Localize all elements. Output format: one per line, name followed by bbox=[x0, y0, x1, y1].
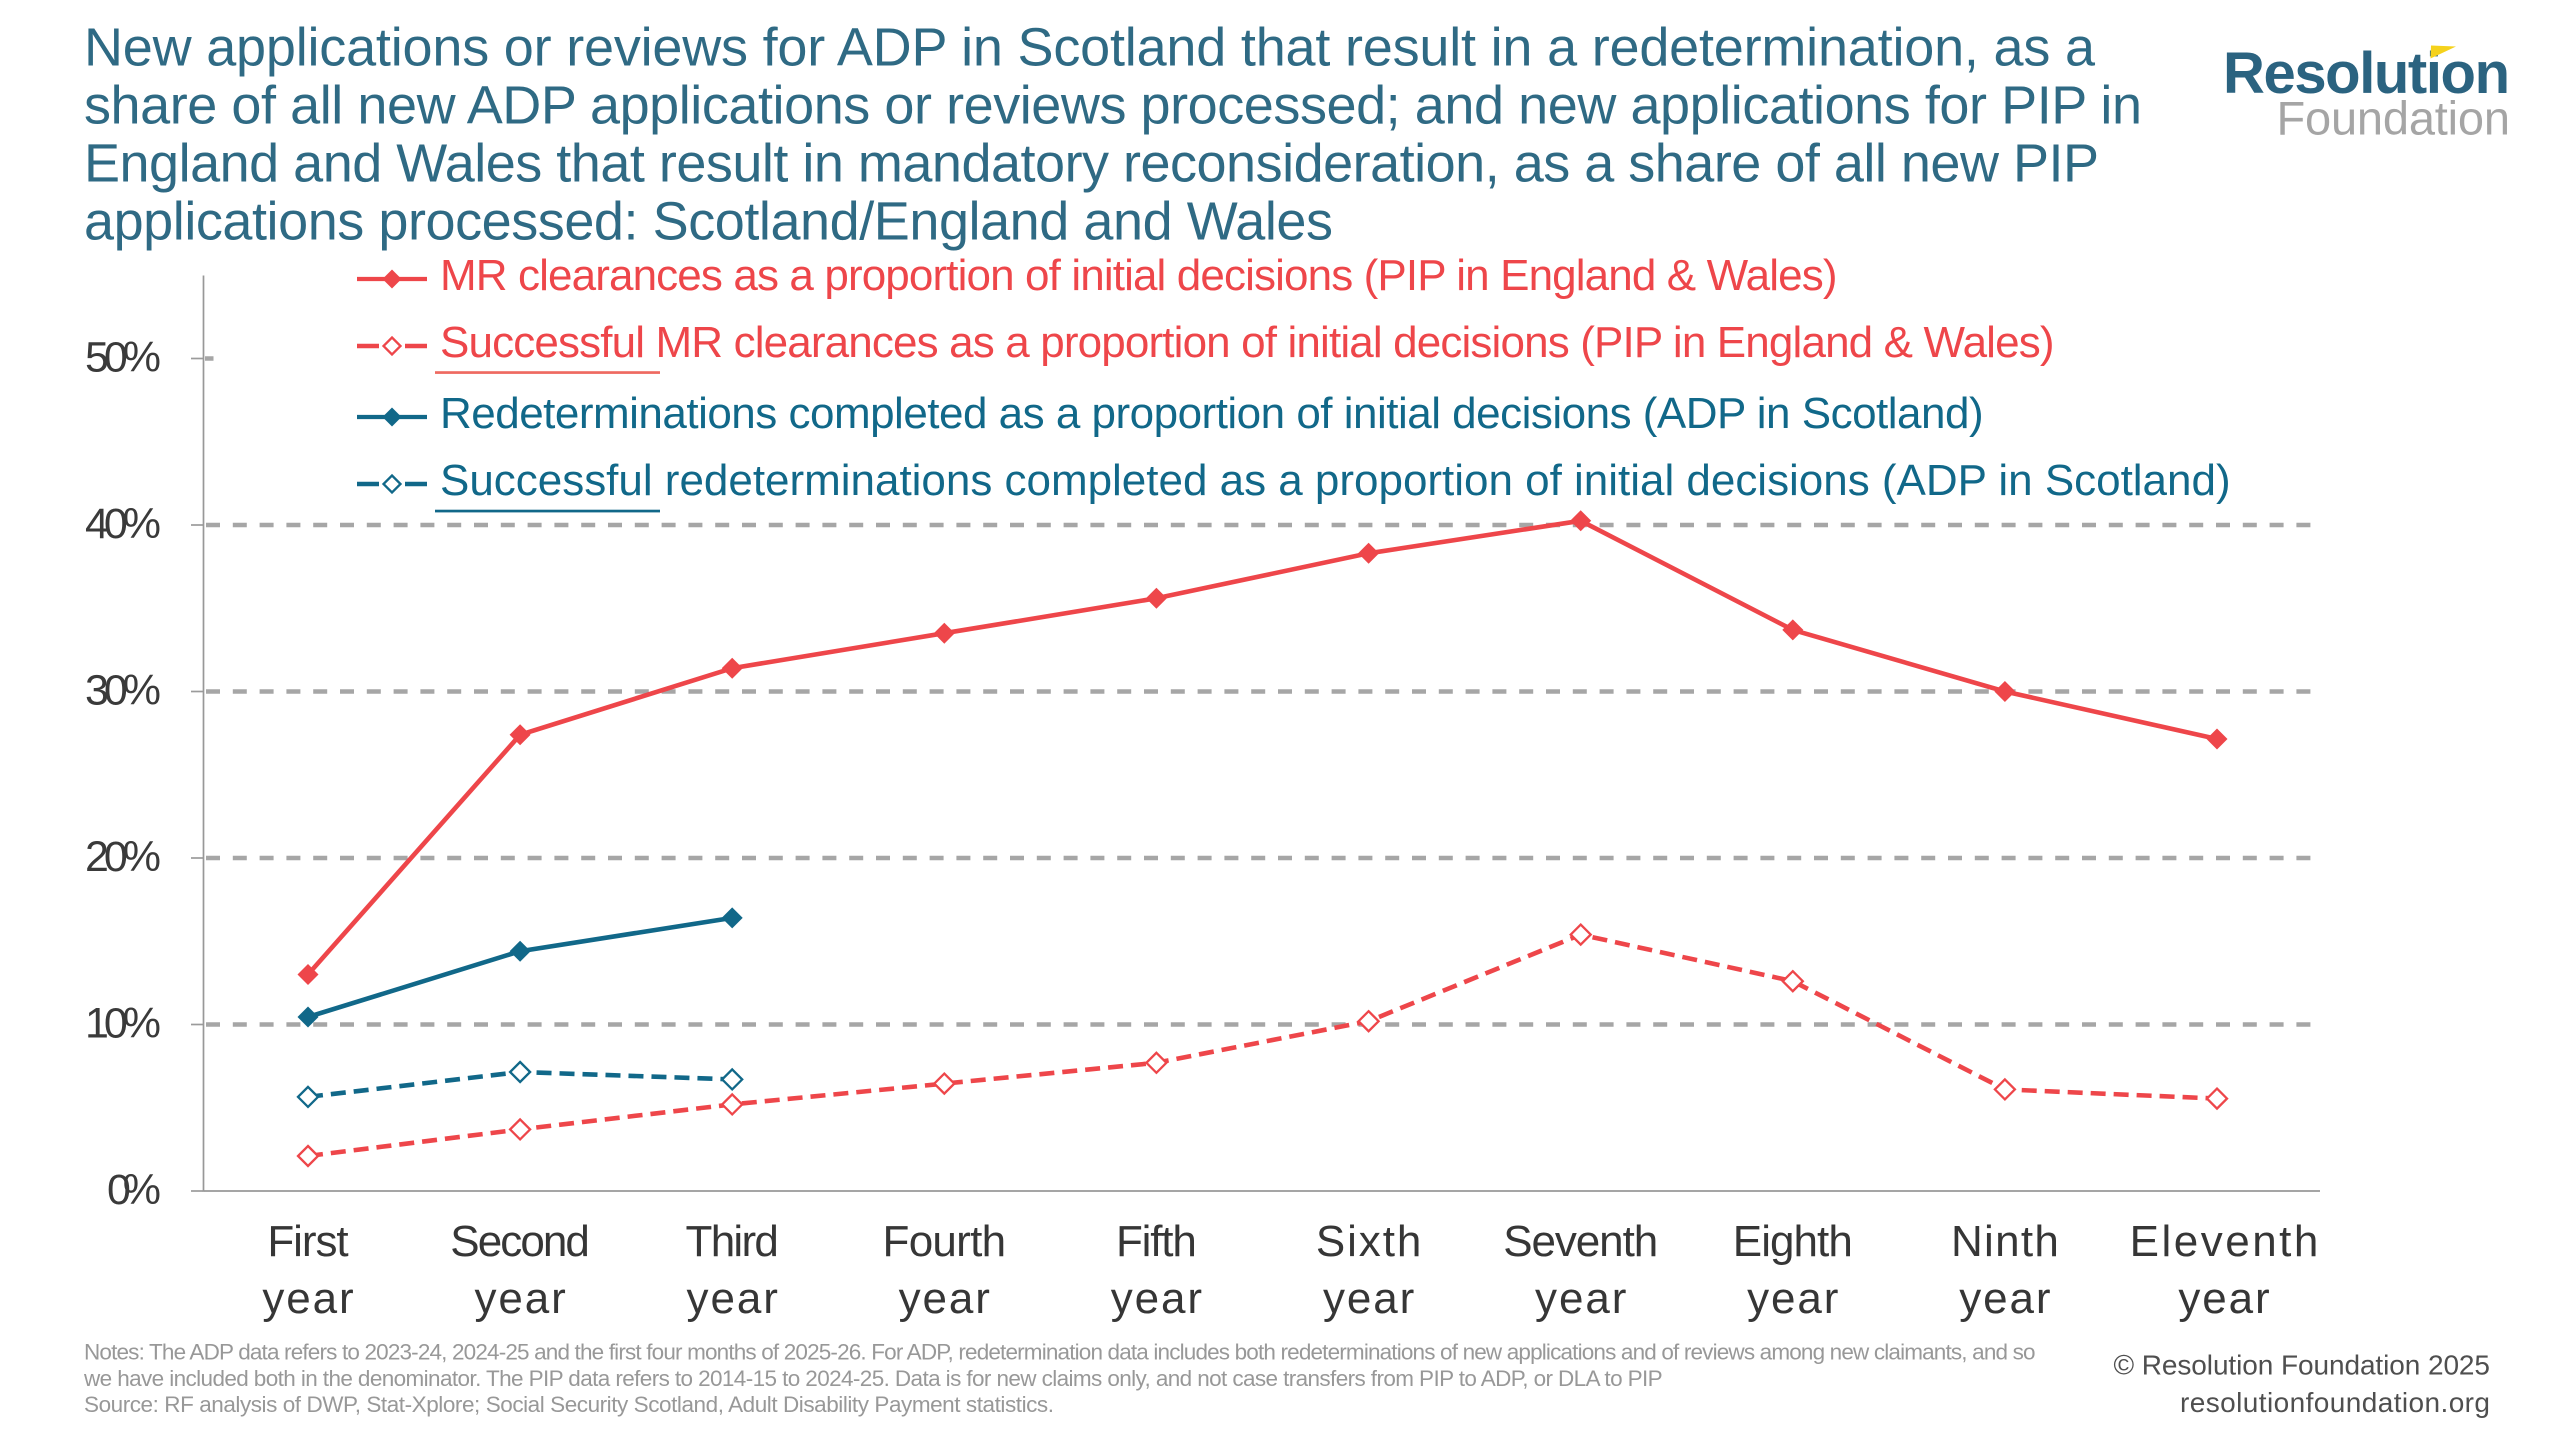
svg-text:we have included both in the d: we have included both in the denominator… bbox=[83, 1366, 1663, 1391]
svg-text:Fifth: Fifth bbox=[1116, 1217, 1197, 1266]
svg-text:Source: RF analysis of DWP, St: Source: RF analysis of DWP, Stat-Xplore;… bbox=[84, 1392, 1054, 1417]
svg-text:40%: 40% bbox=[85, 500, 161, 548]
svg-text:First: First bbox=[267, 1217, 348, 1266]
svg-text:year: year bbox=[1959, 1274, 2050, 1323]
svg-text:Successful redeterminations co: Successful redeterminations completed as… bbox=[440, 456, 2231, 505]
svg-text:share of all new ADP applicati: share of all new ADP applications or rev… bbox=[84, 76, 2142, 136]
svg-text:year: year bbox=[474, 1274, 565, 1323]
svg-text:Redeterminations completed as: Redeterminations completed as a proporti… bbox=[440, 389, 1984, 438]
svg-text:50%: 50% bbox=[85, 334, 161, 382]
svg-text:year: year bbox=[899, 1274, 990, 1323]
svg-text:England and Wales that result: England and Wales that result in mandato… bbox=[84, 134, 2099, 194]
svg-text:Successful MR clearances as a: Successful MR clearances as a proportion… bbox=[440, 318, 2055, 367]
svg-text:MR clearances as a proportion: MR clearances as a proportion of initial… bbox=[440, 251, 1838, 300]
svg-text:30%: 30% bbox=[85, 667, 161, 715]
svg-text:Sixth: Sixth bbox=[1316, 1217, 1421, 1266]
svg-text:Eighth: Eighth bbox=[1733, 1217, 1853, 1266]
svg-text:year: year bbox=[2178, 1274, 2269, 1323]
svg-text:year: year bbox=[1535, 1274, 1626, 1323]
svg-text:year: year bbox=[1323, 1274, 1414, 1323]
svg-text:© Resolution Foundation 2025: © Resolution Foundation 2025 bbox=[2114, 1350, 2491, 1381]
svg-text:year: year bbox=[262, 1274, 353, 1323]
svg-text:20%: 20% bbox=[85, 833, 161, 881]
svg-text:applications processed: Scotla: applications processed: Scotland/England… bbox=[84, 192, 1333, 252]
svg-text:Fourth: Fourth bbox=[883, 1217, 1007, 1266]
svg-text:Foundation: Foundation bbox=[2277, 92, 2511, 145]
svg-text:Third: Third bbox=[686, 1217, 779, 1266]
svg-text:resolutionfoundation.org: resolutionfoundation.org bbox=[2180, 1387, 2490, 1418]
svg-text:Resolution: Resolution bbox=[2223, 41, 2510, 106]
svg-text:New applications or reviews fo: New applications or reviews for ADP in S… bbox=[84, 18, 2096, 78]
svg-text:Notes: The ADP data refers to: Notes: The ADP data refers to 2023-24, 2… bbox=[84, 1340, 2035, 1365]
svg-text:year: year bbox=[1111, 1274, 1202, 1323]
svg-text:Seventh: Seventh bbox=[1503, 1217, 1658, 1266]
svg-text:year: year bbox=[1747, 1274, 1838, 1323]
svg-text:10%: 10% bbox=[85, 1000, 161, 1048]
svg-text:year: year bbox=[687, 1274, 778, 1323]
svg-text:Second: Second bbox=[450, 1217, 590, 1266]
svg-text:0%: 0% bbox=[107, 1166, 161, 1214]
svg-text:Ninth: Ninth bbox=[1951, 1217, 2059, 1266]
